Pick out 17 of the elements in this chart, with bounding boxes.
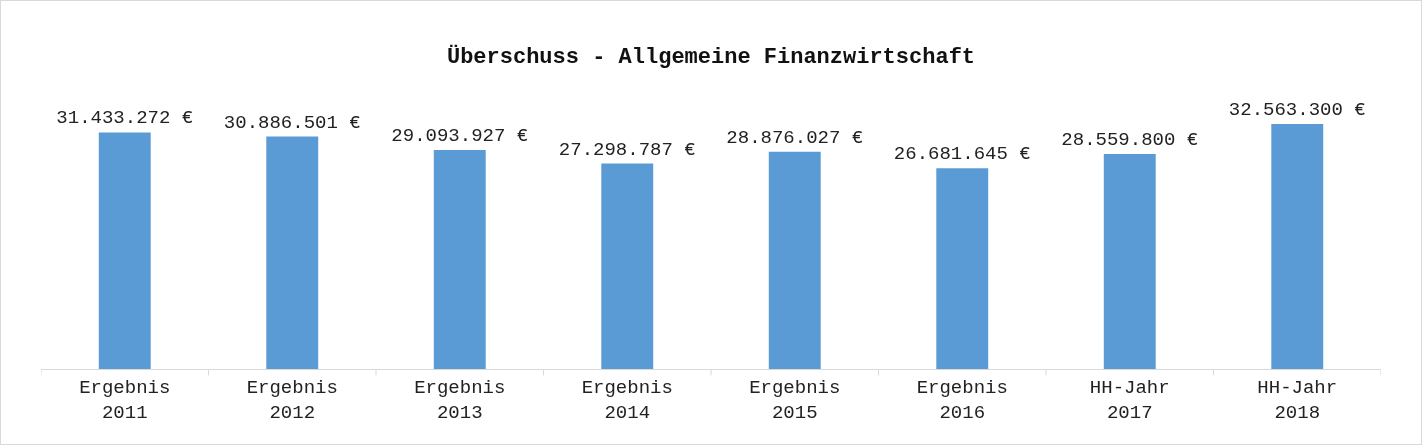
chart-title: Überschuss - Allgemeine Finanzwirtschaft xyxy=(446,43,976,70)
x-tick-label: Ergebnis 2015 xyxy=(749,376,841,424)
x-tick-label: HH-Jahr 2017 xyxy=(1089,376,1170,424)
data-label: 28.876.027 € xyxy=(726,126,864,149)
x-tick-label: Ergebnis 2012 xyxy=(246,376,338,424)
x-tick-label: HH-Jahr 2018 xyxy=(1257,376,1338,424)
x-tick-label: Ergebnis 2011 xyxy=(79,376,171,424)
data-label: 32.563.300 € xyxy=(1228,98,1366,121)
data-label: 30.886.501 € xyxy=(223,111,361,134)
data-label: 27.298.787 € xyxy=(558,138,696,161)
x-tick-label: Ergebnis 2016 xyxy=(916,376,1008,424)
x-tick-label: Ergebnis 2013 xyxy=(414,376,506,424)
x-tick-label: Ergebnis 2014 xyxy=(581,376,673,424)
data-label: 29.093.927 € xyxy=(391,125,529,148)
data-label: 31.433.272 € xyxy=(56,107,194,130)
data-label: 28.559.800 € xyxy=(1061,129,1199,152)
data-label: 26.681.645 € xyxy=(893,143,1031,166)
